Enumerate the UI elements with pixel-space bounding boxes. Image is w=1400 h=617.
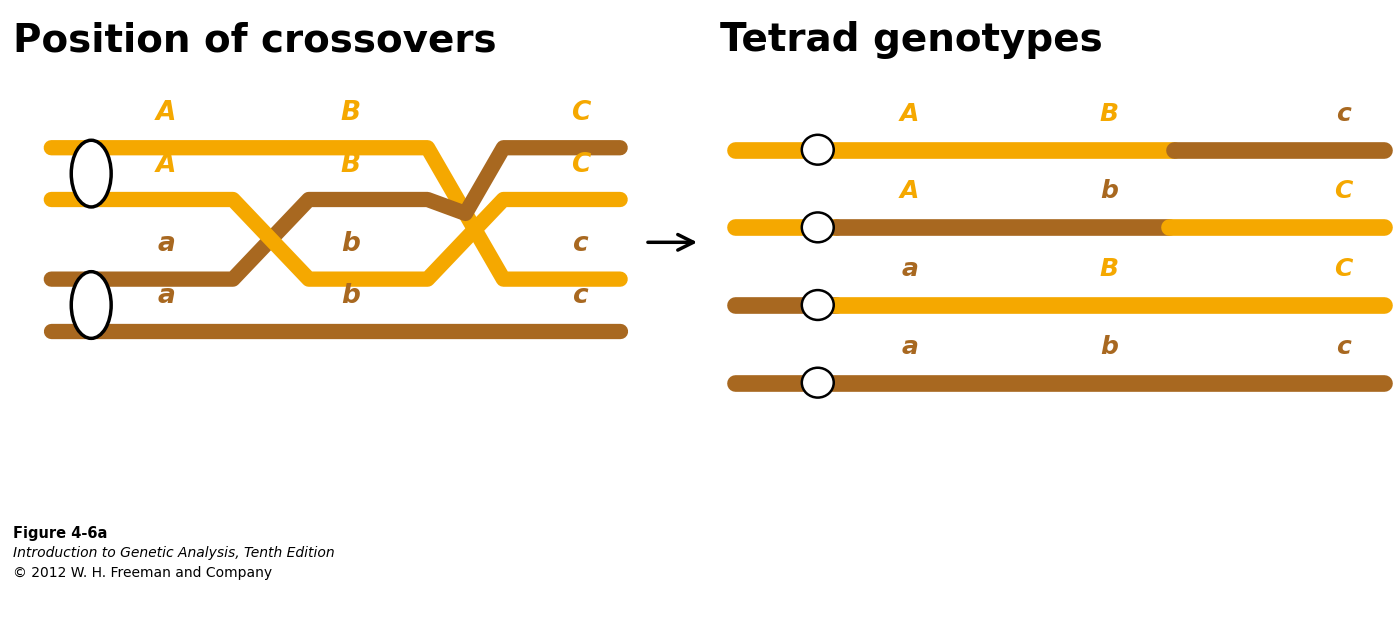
Text: c: c <box>573 231 588 257</box>
Ellipse shape <box>802 212 834 242</box>
Text: Tetrad genotypes: Tetrad genotypes <box>720 22 1103 59</box>
Text: A: A <box>155 152 176 178</box>
Text: A: A <box>900 102 920 126</box>
Text: c: c <box>573 283 588 309</box>
Ellipse shape <box>802 368 834 397</box>
Text: C: C <box>571 100 589 126</box>
Text: B: B <box>1099 102 1119 126</box>
Text: a: a <box>902 257 918 281</box>
Text: A: A <box>155 100 176 126</box>
Text: a: a <box>157 231 175 257</box>
Text: Introduction to Genetic Analysis, Tenth Edition: Introduction to Genetic Analysis, Tenth … <box>14 546 335 560</box>
Text: b: b <box>342 231 360 257</box>
Text: © 2012 W. H. Freeman and Company: © 2012 W. H. Freeman and Company <box>14 566 273 580</box>
Text: b: b <box>342 283 360 309</box>
Text: a: a <box>902 335 918 358</box>
Text: B: B <box>340 100 361 126</box>
Text: B: B <box>340 152 361 178</box>
Text: Position of crossovers: Position of crossovers <box>14 22 497 59</box>
Text: b: b <box>1100 180 1119 204</box>
Text: c: c <box>1336 335 1351 358</box>
Text: C: C <box>1334 257 1352 281</box>
Ellipse shape <box>802 135 834 165</box>
Ellipse shape <box>71 140 111 207</box>
Ellipse shape <box>802 290 834 320</box>
Text: a: a <box>157 283 175 309</box>
Text: A: A <box>900 180 920 204</box>
Text: c: c <box>1336 102 1351 126</box>
Text: C: C <box>1334 180 1352 204</box>
Text: C: C <box>571 152 589 178</box>
Ellipse shape <box>71 271 111 338</box>
Text: b: b <box>1100 335 1119 358</box>
Text: B: B <box>1099 257 1119 281</box>
Text: Figure 4-6a: Figure 4-6a <box>14 526 108 541</box>
